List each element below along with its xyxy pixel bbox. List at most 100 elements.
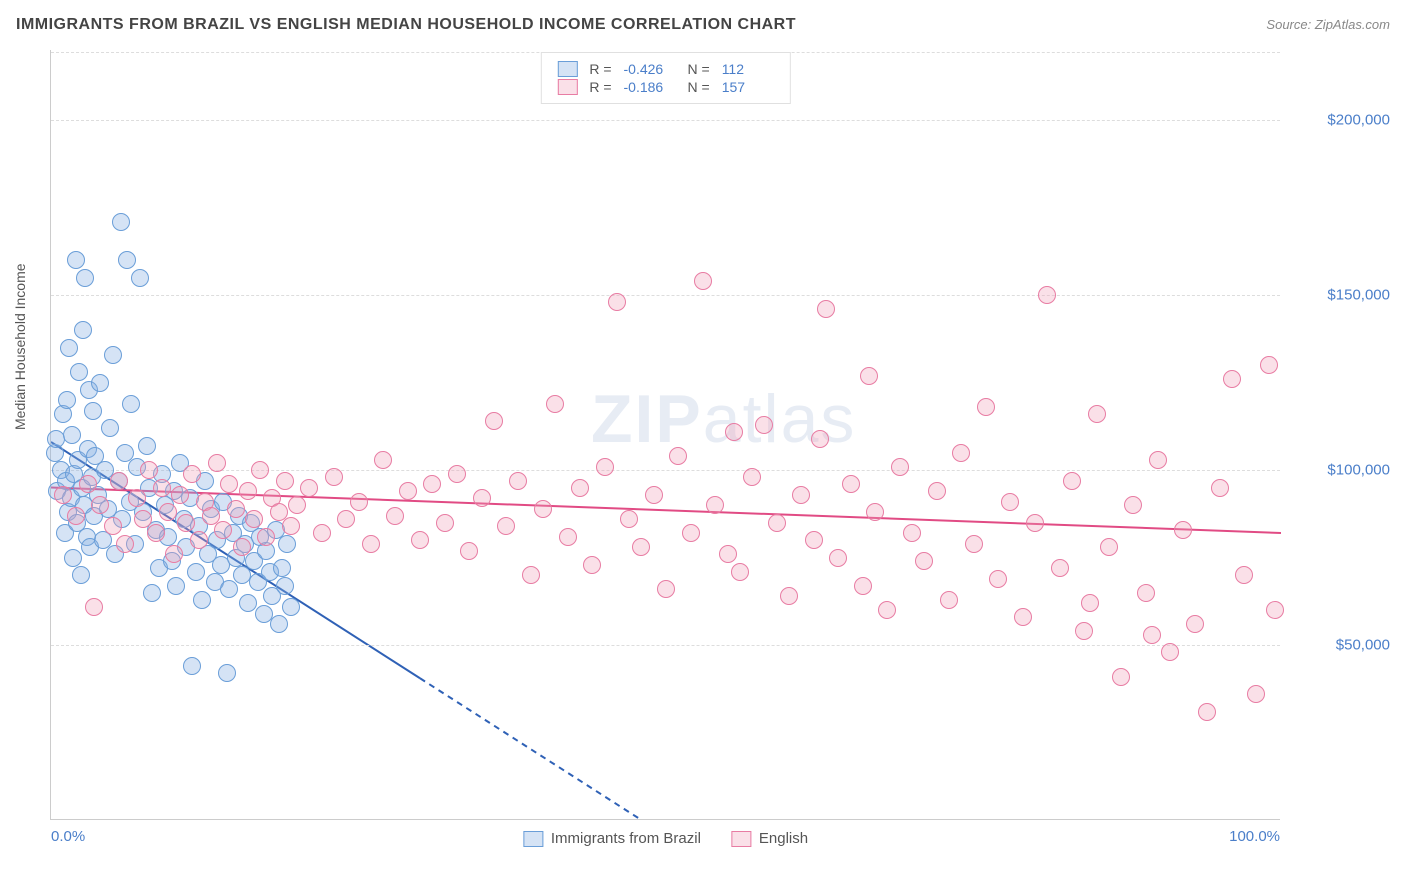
gridline [51, 295, 1280, 296]
scatter-point [817, 300, 835, 318]
scatter-point [1081, 594, 1099, 612]
scatter-point [423, 475, 441, 493]
scatter-point [183, 657, 201, 675]
scatter-point [915, 552, 933, 570]
ytick-label: $100,000 [1290, 462, 1390, 479]
scatter-point [1063, 472, 1081, 490]
scatter-point [989, 570, 1007, 588]
xtick-label: 0.0% [51, 828, 85, 845]
scatter-point [91, 374, 109, 392]
scatter-point [74, 321, 92, 339]
scatter-point [270, 615, 288, 633]
scatter-point [497, 517, 515, 535]
scatter-point [952, 444, 970, 462]
scatter-point [85, 598, 103, 616]
scatter-point [903, 524, 921, 542]
scatter-point [399, 482, 417, 500]
scatter-point [104, 517, 122, 535]
scatter-point [1211, 479, 1229, 497]
trend-lines [51, 50, 1281, 820]
legend-item-english: English [731, 830, 808, 847]
legend-swatch-brazil-bottom [523, 831, 543, 847]
scatter-point [620, 510, 638, 528]
scatter-point [780, 587, 798, 605]
scatter-point [940, 591, 958, 609]
scatter-point [485, 412, 503, 430]
scatter-point [138, 437, 156, 455]
scatter-point [854, 577, 872, 595]
scatter-point [1026, 514, 1044, 532]
scatter-point [460, 542, 478, 560]
scatter-point [1174, 521, 1192, 539]
scatter-point [67, 251, 85, 269]
scatter-point [218, 664, 236, 682]
scatter-point [928, 482, 946, 500]
scatter-point [755, 416, 773, 434]
scatter-point [282, 598, 300, 616]
scatter-point [1198, 703, 1216, 721]
scatter-point [276, 472, 294, 490]
scatter-point [1247, 685, 1265, 703]
scatter-point [743, 468, 761, 486]
scatter-point [1186, 615, 1204, 633]
scatter-point [1143, 626, 1161, 644]
scatter-point [1149, 451, 1167, 469]
scatter-point [1266, 601, 1284, 619]
scatter-point [805, 531, 823, 549]
scatter-point [104, 346, 122, 364]
scatter-point [725, 423, 743, 441]
xtick-label: 100.0% [1229, 828, 1280, 845]
scatter-point [694, 272, 712, 290]
scatter-point [220, 475, 238, 493]
scatter-point [1235, 566, 1253, 584]
scatter-point [583, 556, 601, 574]
scatter-point [313, 524, 331, 542]
scatter-point [64, 549, 82, 567]
scatter-point [860, 367, 878, 385]
scatter-point [122, 395, 140, 413]
ytick-label: $150,000 [1290, 287, 1390, 304]
scatter-point [190, 531, 208, 549]
scatter-point [116, 535, 134, 553]
scatter-point [288, 496, 306, 514]
scatter-point [559, 528, 577, 546]
scatter-point [239, 594, 257, 612]
legend-swatch-english-bottom [731, 831, 751, 847]
scatter-point [362, 535, 380, 553]
scatter-point [165, 545, 183, 563]
scatter-point [546, 395, 564, 413]
legend-row-series1: R = -0.426 N = 112 [557, 61, 773, 77]
scatter-point [731, 563, 749, 581]
scatter-point [534, 500, 552, 518]
scatter-point [1100, 538, 1118, 556]
source-attribution: Source: ZipAtlas.com [1266, 17, 1390, 32]
scatter-point [187, 563, 205, 581]
scatter-point [436, 514, 454, 532]
scatter-point [128, 489, 146, 507]
legend-item-brazil: Immigrants from Brazil [523, 830, 701, 847]
scatter-point [632, 538, 650, 556]
scatter-point [1038, 286, 1056, 304]
series-legend: Immigrants from Brazil English [523, 830, 808, 847]
scatter-point [350, 493, 368, 511]
scatter-point [706, 496, 724, 514]
scatter-point [596, 458, 614, 476]
scatter-point [257, 528, 275, 546]
scatter-point [448, 465, 466, 483]
scatter-point [91, 496, 109, 514]
scatter-point [811, 430, 829, 448]
scatter-point [153, 479, 171, 497]
correlation-legend: R = -0.426 N = 112 R = -0.186 N = 157 [540, 52, 790, 104]
scatter-point [177, 514, 195, 532]
scatter-point [251, 461, 269, 479]
scatter-point [669, 447, 687, 465]
ytick-label: $50,000 [1290, 637, 1390, 654]
scatter-point [159, 503, 177, 521]
scatter-point [67, 507, 85, 525]
scatter-point [1075, 622, 1093, 640]
scatter-point [386, 507, 404, 525]
scatter-point [171, 486, 189, 504]
gridline [51, 120, 1280, 121]
scatter-point [183, 465, 201, 483]
y-axis-label: Median Household Income [12, 263, 28, 430]
